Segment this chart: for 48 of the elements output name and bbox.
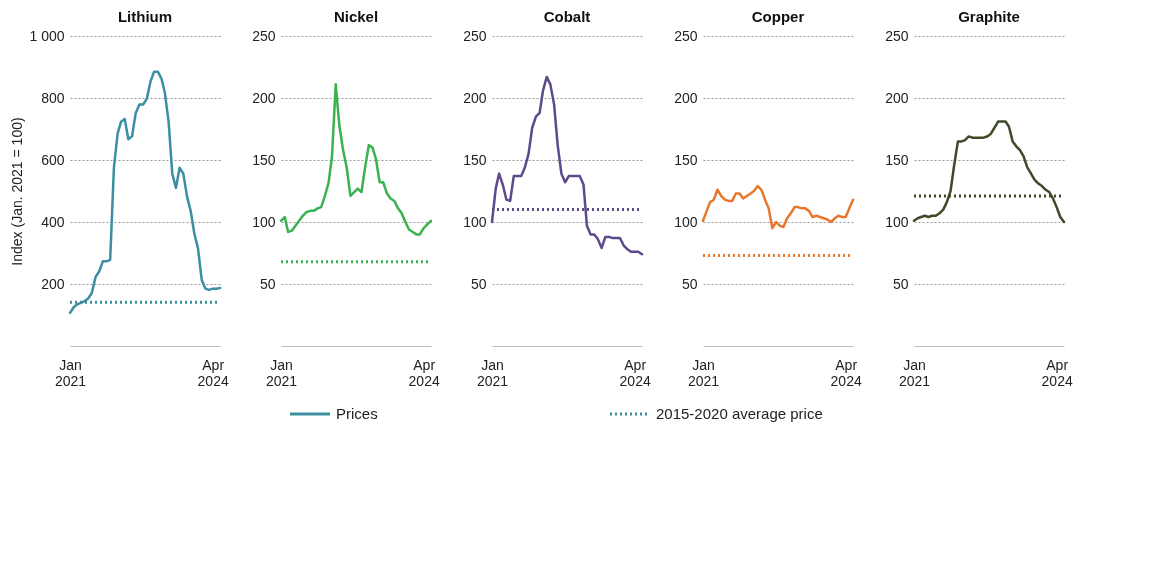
y-tick-label: 250 [252,27,276,44]
y-tick-label: 50 [470,275,487,292]
y-tick-label: 250 [885,27,909,44]
line-series [701,184,855,230]
y-tick-label: 100 [252,213,276,230]
chart-title: Graphite [958,8,1020,25]
x-tick-label: Apr 2024 [1041,356,1073,389]
x-tick-label: Jan 2021 [476,356,509,389]
chart-title: Lithium [117,8,173,25]
y-tick-label: 100 [885,213,909,230]
x-tick-label: Jan 2021 [898,356,931,389]
y-axis-title: Index (Jan. 2021 = 100) [9,117,26,266]
y-tick-label: 200 [41,275,65,292]
y-tick-label: 200 [463,89,487,106]
chart-title: Nickel [333,8,379,25]
chart-title: Copper [751,8,805,25]
y-tick-label: 200 [674,89,698,106]
y-tick-label: 800 [41,89,65,106]
y-tick-label: 100 [463,213,487,230]
y-tick-label: 150 [252,151,276,168]
x-tick-label: Apr 2024 [830,356,862,389]
x-tick-label: Jan 2021 [265,356,298,389]
y-tick-label: 50 [681,275,698,292]
y-tick-label: 150 [674,151,698,168]
y-tick-label: 50 [892,275,909,292]
line-series [68,70,222,315]
legend-label: 2015-2020 average price [656,405,823,422]
y-tick-label: 400 [41,213,65,230]
y-tick-label: 250 [674,27,698,44]
y-tick-label: 150 [885,151,909,168]
y-tick-label: 200 [885,89,909,106]
chart-title: Cobalt [543,8,591,25]
x-tick-label: Apr 2024 [197,356,229,389]
line-series [279,83,433,236]
y-tick-label: 1 000 [29,27,65,44]
y-tick-label: 150 [463,151,487,168]
x-tick-label: Apr 2024 [619,356,651,389]
y-tick-label: 250 [463,27,487,44]
y-tick-label: 600 [41,151,65,168]
y-tick-label: 100 [674,213,698,230]
line-series [912,120,1066,224]
x-tick-label: Jan 2021 [687,356,720,389]
y-tick-label: 50 [259,275,276,292]
line-series [490,75,644,256]
legend-label: Prices [336,405,378,422]
y-tick-label: 200 [252,89,276,106]
x-tick-label: Jan 2021 [54,356,87,389]
x-tick-label: Apr 2024 [408,356,440,389]
